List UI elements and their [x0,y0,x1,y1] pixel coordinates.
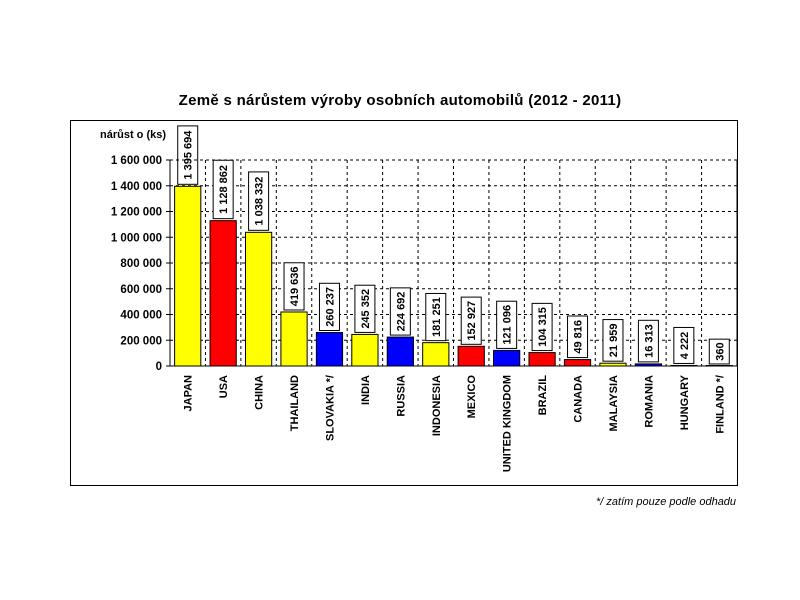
axes [169,159,738,367]
y-tick-label: 1 000 000 [111,232,162,244]
y-tick-label: 0 [156,361,162,373]
category-label: THAILAND [289,375,301,431]
x-axis-categories: JAPAN USA CHINA THAILAND SLOVAKIA */ INDIA RUS… [183,374,727,472]
value-label-box [637,319,659,363]
category-label: SLOVAKIA */ [324,375,336,441]
bar [386,336,414,367]
value-label-box [602,319,624,362]
y-tick-label: 1 400 000 [111,181,162,193]
value-label-box [212,159,234,220]
category-label: JAPAN [183,375,195,412]
value-label-box [531,302,553,352]
y-tick-label: 1 200 000 [111,207,162,219]
value-label-box [354,284,376,333]
value-label: 49 816 [573,320,585,354]
category-label: MALAYSIA [608,375,620,431]
category-label: HUNGARY [679,374,691,430]
value-label-box [673,326,695,364]
category-label: FINLAND */ [714,375,726,434]
value-label: 104 315 [537,307,549,347]
y-tick-label: 800 000 [120,258,162,270]
value-label-box [248,171,270,231]
value-label-box [496,300,518,349]
value-label-box [708,338,730,365]
category-label: CHINA [254,375,266,410]
bars [174,185,733,367]
value-label: 181 251 [431,297,443,337]
footnote: */ zatím pouze podle odhadu [596,496,737,508]
value-label: 21 959 [608,324,620,358]
value-label-box [177,125,199,185]
value-label: 245 352 [360,289,372,329]
value-labels: 1 395 694 1 128 862 1 038 332 419 636 260 23… [177,125,730,365]
value-label: 360 [714,342,726,360]
bar [244,231,273,367]
bar [209,220,237,367]
value-label-box [283,262,305,311]
bar [528,352,556,367]
bar [493,349,521,367]
category-label: UNITED KINGDOM [502,375,514,472]
bar [315,331,344,367]
value-label: 1 128 862 [218,165,230,214]
category-label: MEXICO [466,375,478,419]
y-tick-label: 400 000 [120,310,162,322]
value-label-box [318,282,340,331]
value-label: 260 237 [324,287,336,327]
bar [351,333,379,367]
y-tick-label: 1 600 000 [111,155,162,167]
value-label: 224 692 [395,292,407,332]
y-tick-label: 200 000 [120,335,162,347]
chart-title: Země s nárůstem výroby osobních automobi… [178,92,622,109]
value-label-box [389,287,411,336]
bar [174,185,202,367]
category-label: RUSSIA [395,375,407,417]
bar [457,345,485,367]
value-label: 121 096 [502,305,514,345]
value-label: 152 927 [466,301,478,341]
category-label: INDONESIA [431,375,443,436]
value-label: 1 395 694 [183,130,195,180]
category-label: BRAZIL [537,375,549,416]
y-axis-label: nárůst o (ks) [100,129,166,141]
value-label: 16 313 [643,324,655,358]
value-label-box [425,292,447,342]
category-label: INDIA [360,375,372,405]
value-label-box [460,296,482,345]
value-label: 1 038 332 [254,177,266,226]
value-label-box [567,315,589,359]
y-axis-ticks: 0 200 000 400 000 600 000 800 000 1 000 000 1 … [111,155,170,373]
value-label: 419 636 [289,266,301,306]
category-label: ROMANIA [643,375,655,428]
bar [280,311,308,367]
value-label: 4 222 [679,332,691,360]
y-tick-label: 600 000 [120,284,162,296]
bar [563,359,592,367]
category-label: CANADA [573,375,585,423]
category-label: USA [218,375,230,398]
bar [422,342,450,367]
